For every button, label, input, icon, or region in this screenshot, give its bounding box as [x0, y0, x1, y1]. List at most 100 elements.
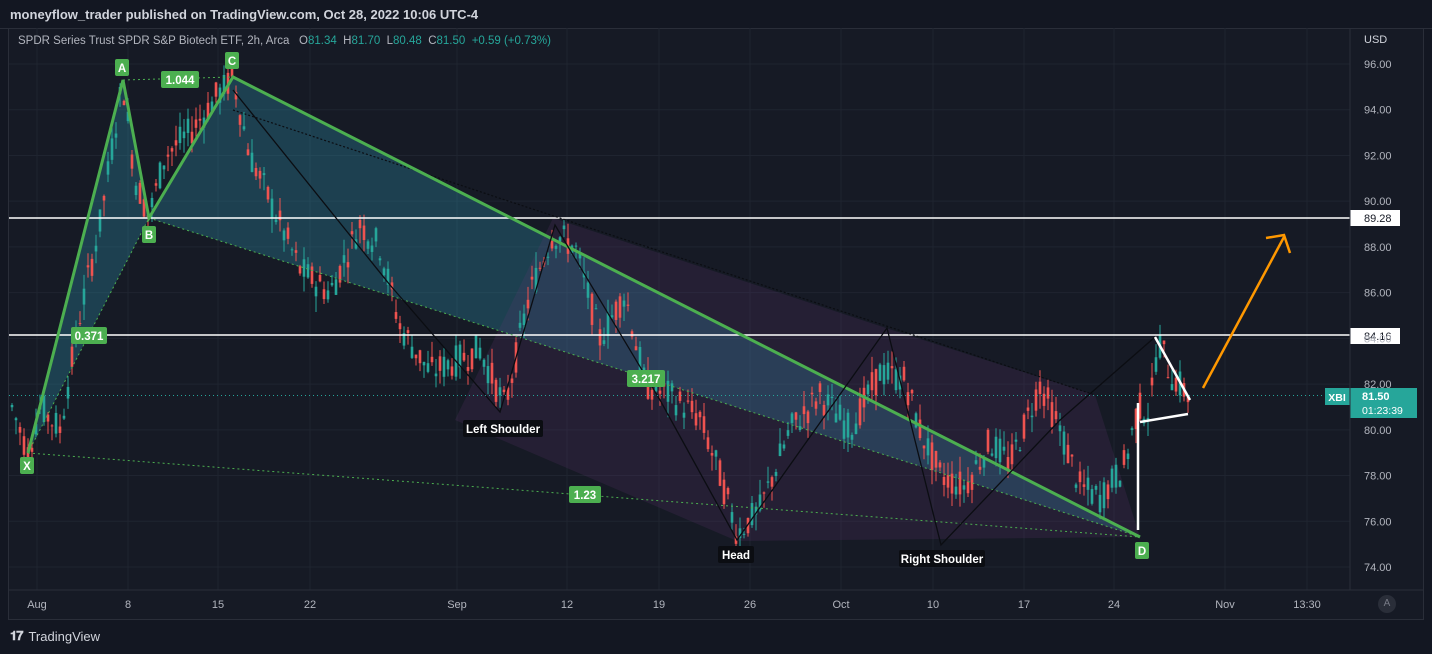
candle-body [874, 369, 878, 396]
label-c: C [225, 52, 239, 69]
candle-body [1046, 387, 1050, 399]
candle-body [790, 413, 794, 423]
price-tick-label: 74.00 [1364, 562, 1392, 574]
candle-body [1162, 340, 1166, 345]
candle-body [510, 378, 514, 383]
candle-body [966, 481, 970, 494]
time-tick-label: 19 [653, 599, 665, 611]
candle-body [198, 118, 202, 121]
price-tick-label: 88.00 [1364, 242, 1392, 254]
candle-body [446, 360, 450, 370]
candle-body [686, 400, 690, 402]
ratio-xb-label-bg [71, 327, 107, 344]
candle-body [294, 250, 298, 253]
xbi-symbol-bg [1325, 388, 1350, 405]
candle-body [222, 74, 226, 95]
candle-body [1102, 482, 1106, 509]
candle-body [518, 322, 522, 328]
head-shoulders-area [455, 218, 1140, 541]
candle-body [722, 479, 726, 505]
candle-body [810, 392, 814, 395]
label-a-bg [115, 59, 129, 76]
candle-body [10, 405, 14, 408]
candle-body [1006, 457, 1010, 471]
candle-body [30, 447, 34, 452]
candle-body [826, 394, 830, 406]
candle-body [1082, 484, 1086, 487]
candle-body [1134, 408, 1138, 430]
candle-body [82, 288, 86, 305]
candle-body [310, 266, 314, 284]
candle-body [130, 154, 134, 169]
left-shoulder-label-bg [463, 420, 543, 437]
candle-body [150, 197, 154, 208]
candle-body [982, 457, 986, 468]
ratio-ac-label: 1.044 [161, 71, 199, 88]
candle-body [1050, 402, 1054, 428]
candle-body [174, 140, 178, 146]
time-tick-label: 17 [1018, 599, 1030, 611]
label-b-text: B [145, 230, 153, 242]
candle-body [1138, 392, 1142, 419]
time-tick-label: 22 [304, 599, 316, 611]
candle-body [54, 412, 58, 434]
candle-body [962, 485, 966, 490]
candle-body [94, 245, 98, 252]
candle-body [922, 445, 926, 449]
auto-scale-button[interactable]: A [1378, 595, 1396, 613]
candle-body [554, 245, 558, 249]
candle-body [1186, 395, 1190, 403]
candle-body [774, 471, 778, 477]
candle-body [90, 258, 94, 276]
candle-body [546, 256, 550, 258]
candle-body [286, 227, 290, 239]
time-tick-label: Sep [447, 599, 467, 611]
level-mid-tag-bg [1350, 328, 1400, 344]
candle-body [782, 444, 786, 449]
candle-body [186, 118, 190, 133]
candle-body [210, 101, 214, 113]
ratio-xb-label-text: 0.371 [75, 331, 104, 343]
price-tick-label: 82.00 [1364, 379, 1392, 391]
candle-body [602, 340, 606, 344]
symbol-description: SPDR Series Trust SPDR S&P Biotech ETF, … [18, 35, 290, 47]
candle-body [22, 436, 26, 455]
candle-body [482, 359, 486, 367]
label-d-bg [1135, 542, 1149, 559]
candle-body [1022, 414, 1026, 439]
candle-body [1074, 484, 1078, 488]
head-label: Head [718, 546, 754, 563]
ratio-bd-label-text: 3.217 [632, 374, 661, 386]
candle-body [1034, 389, 1038, 411]
candle-body [726, 488, 730, 495]
candle-body [838, 404, 842, 420]
candle-body [1030, 415, 1034, 418]
candle-body [558, 237, 562, 244]
candle-body [486, 366, 490, 384]
price-tick-label: 76.00 [1364, 516, 1392, 528]
candle-body [702, 416, 706, 433]
candle-body [942, 476, 946, 485]
candle-body [98, 209, 102, 232]
candle-body [494, 379, 498, 402]
candle-body [50, 425, 54, 427]
candle-body [690, 400, 694, 413]
ratio-ac-label-text: 1.044 [166, 75, 195, 87]
price-tick-label: 86.00 [1364, 288, 1392, 300]
candle-body [698, 411, 702, 418]
candle-body [270, 198, 274, 218]
level-mid-tag-text: 84.16 [1364, 331, 1392, 343]
time-tick-label: Nov [1215, 599, 1235, 611]
candle-body [1122, 450, 1126, 465]
candle-body [1002, 446, 1006, 451]
right-shoulder-label-text: Right Shoulder [901, 554, 984, 566]
candle-body [530, 276, 534, 280]
candle-body [166, 154, 170, 157]
candle-body [66, 386, 70, 399]
candle-body [394, 312, 398, 319]
candle-body [86, 265, 90, 268]
candle-body [246, 149, 250, 156]
candle-body [974, 460, 978, 464]
candle-body [46, 414, 50, 422]
